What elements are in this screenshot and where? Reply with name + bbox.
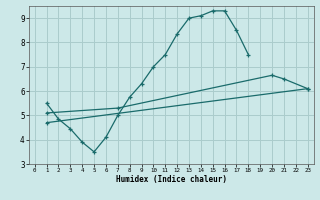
X-axis label: Humidex (Indice chaleur): Humidex (Indice chaleur) bbox=[116, 175, 227, 184]
